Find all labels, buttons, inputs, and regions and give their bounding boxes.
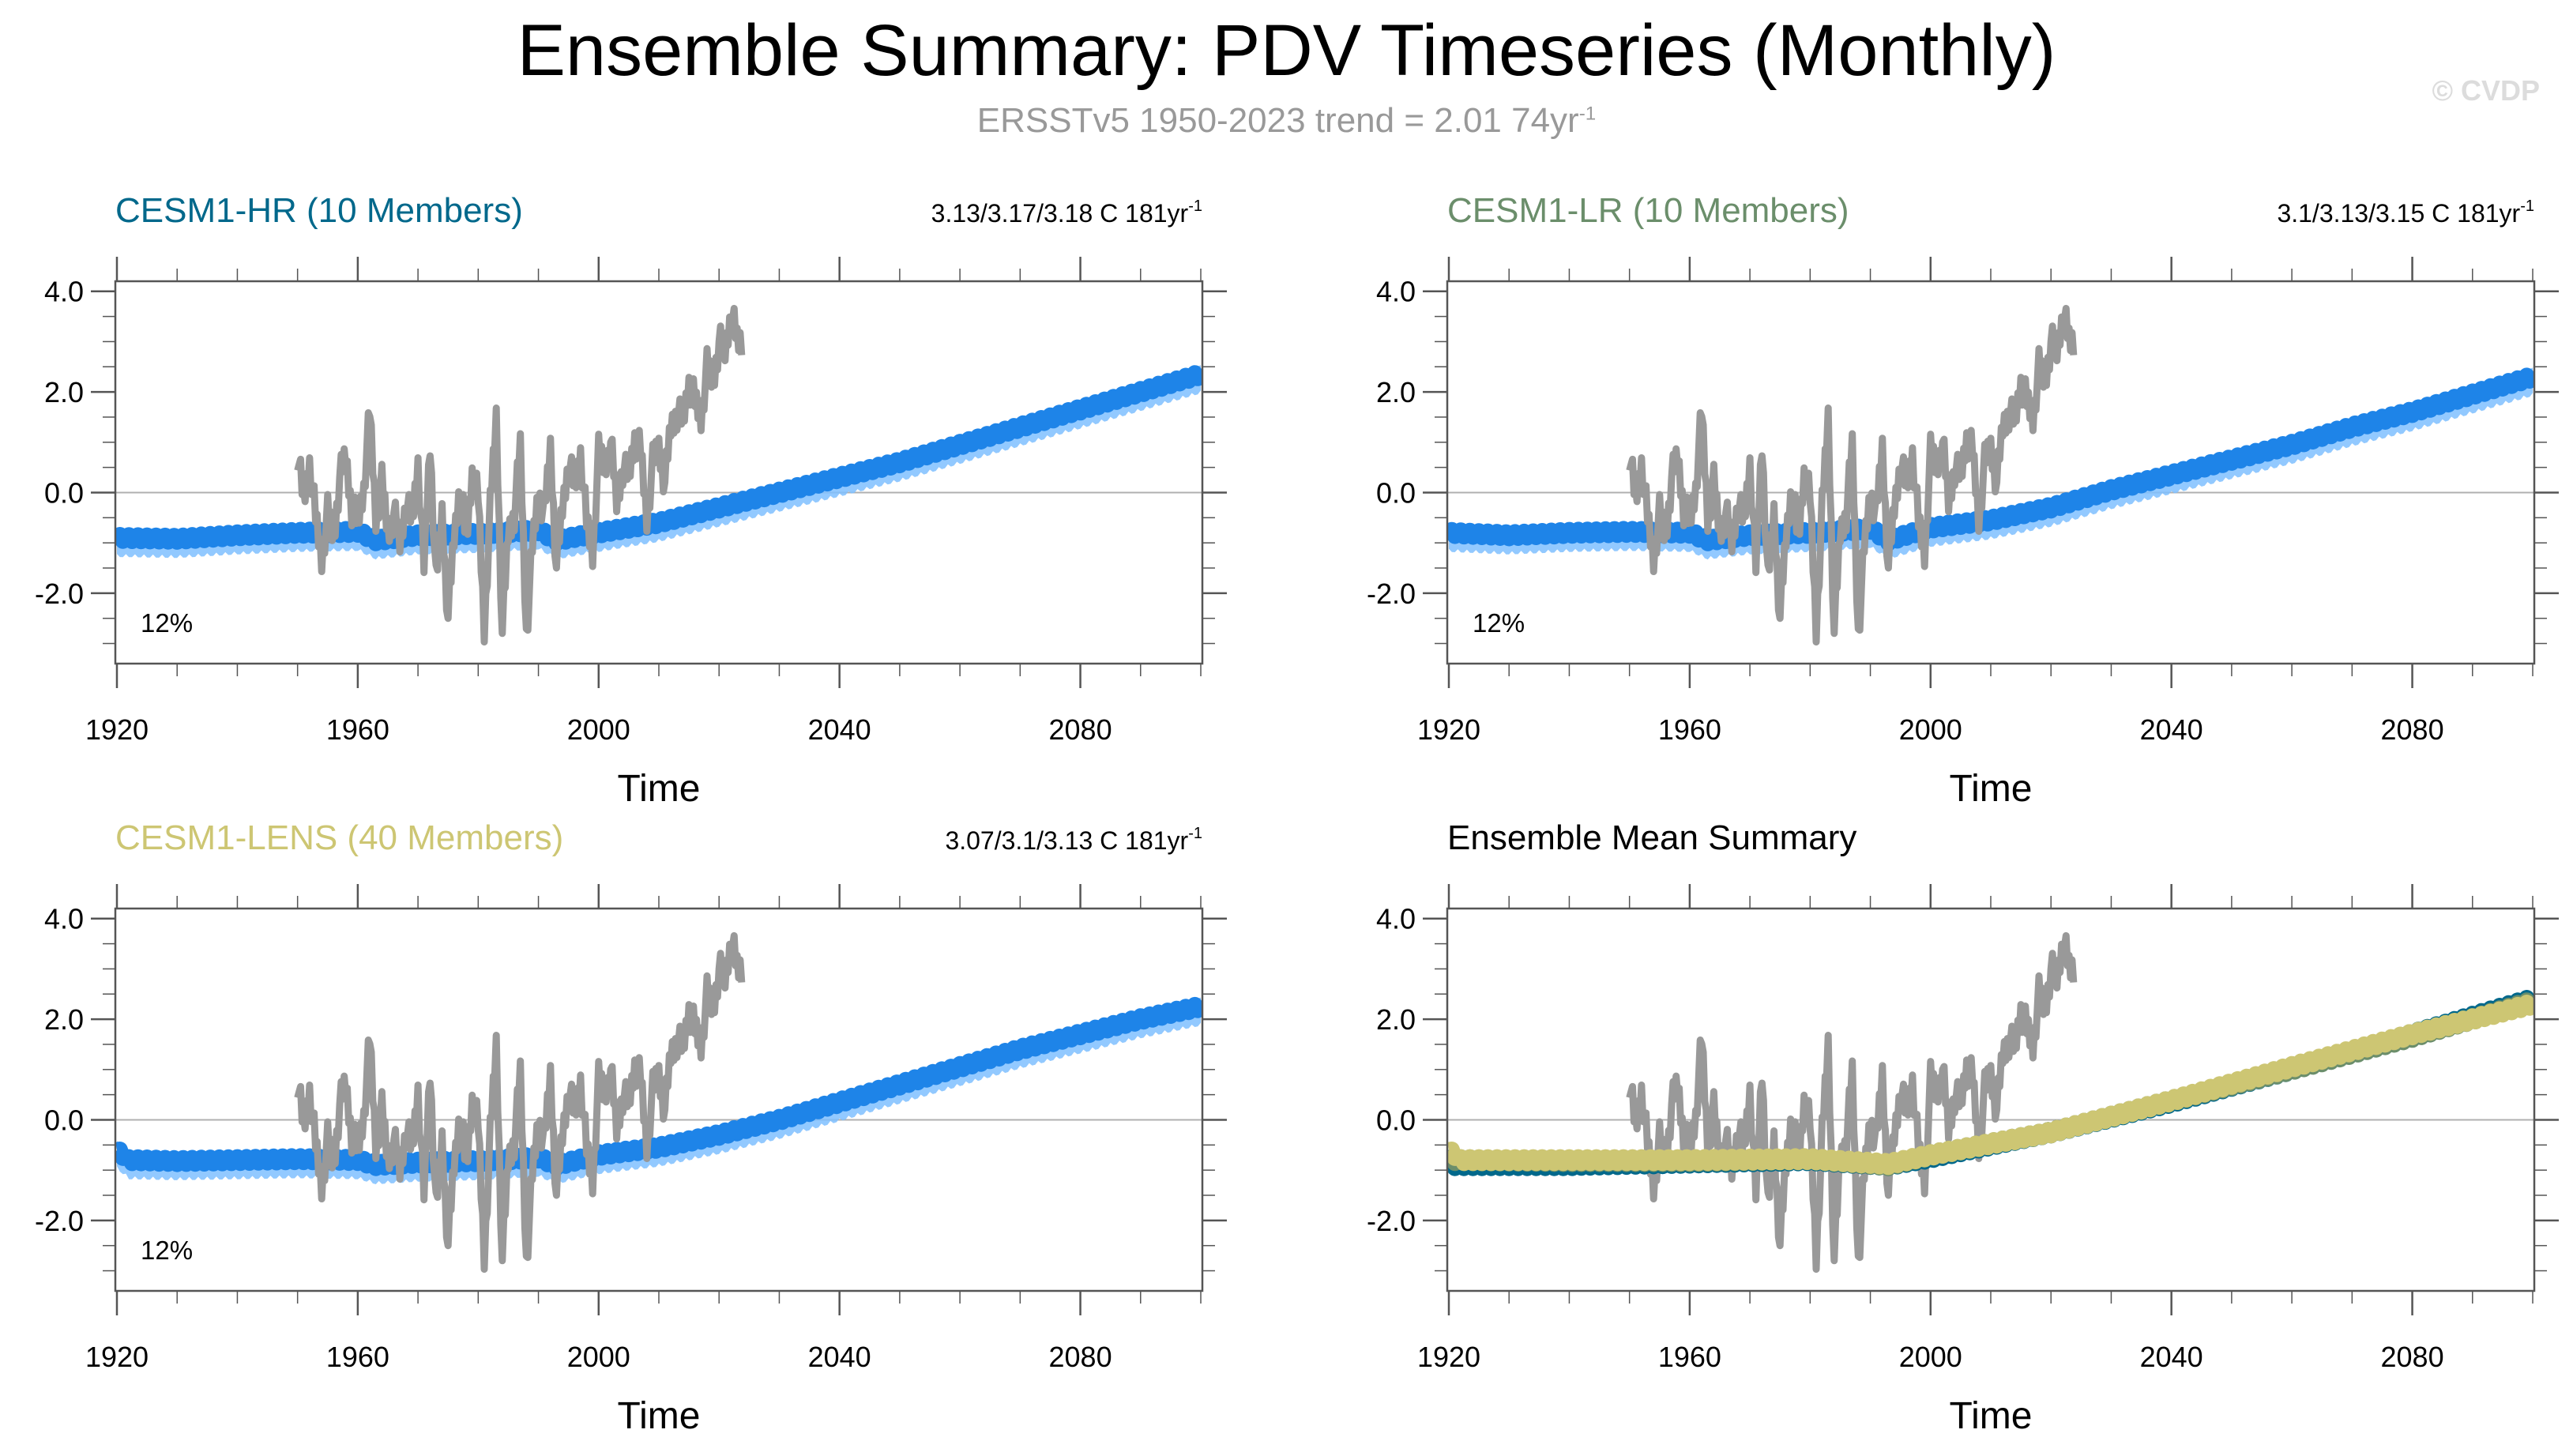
- subtitle-superscript: -1: [1578, 103, 1597, 125]
- percent-label: 12%: [141, 608, 193, 638]
- observation-line: [294, 931, 746, 1274]
- x-tick-label: 2080: [2381, 1341, 2444, 1373]
- figure-title: Ensemble Summary: PDV Timeseries (Monthl…: [517, 10, 2056, 91]
- observation-line: [1626, 931, 2078, 1274]
- series-line-cesm1-lr-ensemble-mean: [1447, 367, 2534, 551]
- x-tick-label: 2080: [1049, 713, 1112, 746]
- trend-label: 3.1/3.13/3.15 C 181yr-1: [2277, 198, 2534, 228]
- x-tick-label: 1920: [1417, 713, 1480, 746]
- x-tick-label: 1960: [1658, 1341, 1721, 1373]
- x-tick-label: 1960: [326, 713, 389, 746]
- x-tick-label: 2000: [567, 713, 630, 746]
- trend-label: 3.13/3.17/3.18 C 181yr-1: [931, 198, 1202, 228]
- x-axis-label: Time: [1950, 768, 2033, 810]
- trend-superscript: -1: [1188, 198, 1202, 215]
- observation-line: [294, 304, 746, 646]
- panel-title: CESM1-LR (10 Members): [1447, 191, 1849, 230]
- x-tick-label: 2080: [2381, 713, 2444, 746]
- y-tick-label: 2.0: [44, 1003, 84, 1036]
- y-tick-label: -2.0: [1367, 1205, 1416, 1237]
- y-tick-label: 2.0: [1376, 1003, 1416, 1036]
- series-line-cesm1-lens-ensemble-mean: [115, 996, 1202, 1176]
- subtitle-text: ERSSTv5 1950-2023 trend = 2.01 74yr: [976, 101, 1579, 140]
- x-tick-label: 2000: [567, 1341, 630, 1373]
- x-tick-label: 2040: [808, 1341, 871, 1373]
- trend-label: 3.07/3.1/3.13 C 181yr-1: [945, 825, 1202, 855]
- x-tick-label: 2000: [1899, 1341, 1962, 1373]
- x-tick-label: 2040: [2140, 713, 2203, 746]
- x-axis-label: Time: [618, 768, 701, 810]
- series-line-cesm1-lens: [1447, 995, 2534, 1176]
- y-tick-label: 0.0: [44, 476, 84, 509]
- data-layer: [1447, 931, 2534, 1274]
- observation-line: [1626, 304, 2078, 646]
- y-tick-label: -2.0: [1367, 578, 1416, 610]
- y-tick-label: 0.0: [1376, 1104, 1416, 1136]
- x-tick-label: 2040: [808, 713, 871, 746]
- panel-title: CESM1-LENS (40 Members): [115, 818, 563, 857]
- x-tick-label: 1960: [1658, 713, 1721, 746]
- x-tick-label: 1920: [85, 1341, 149, 1373]
- data-layer: [1447, 304, 2534, 646]
- y-tick-label: -2.0: [35, 578, 84, 610]
- y-tick-label: 0.0: [44, 1104, 84, 1136]
- data-layer: [115, 304, 1202, 646]
- y-tick-label: 4.0: [1376, 276, 1416, 308]
- y-tick-label: 4.0: [44, 903, 84, 935]
- trend-superscript: -1: [1188, 825, 1202, 842]
- x-axis-label: Time: [1950, 1395, 2033, 1437]
- y-tick-label: 4.0: [44, 276, 84, 308]
- data-layer: [115, 931, 1202, 1274]
- percent-label: 12%: [1473, 608, 1525, 638]
- x-tick-label: 2000: [1899, 713, 1962, 746]
- y-tick-label: 0.0: [1376, 476, 1416, 509]
- cvdp-watermark: © CVDP: [2432, 74, 2540, 107]
- figure-subtitle: ERSSTv5 1950-2023 trend = 2.01 74yr-1: [0, 101, 2573, 141]
- panel-title: CESM1-HR (10 Members): [115, 191, 523, 230]
- percent-label: 12%: [141, 1236, 193, 1265]
- x-tick-label: 1920: [85, 713, 149, 746]
- panel-bottom-right: Ensemble Mean Summary 4.0 2.0 0.0 -2.0 1920 19…: [1367, 818, 2559, 1437]
- x-tick-label: 1920: [1417, 1341, 1480, 1373]
- panel-bottom-left: CESM1-LENS (40 Members) 3.07/3.1/3.13 C 1…: [35, 818, 1227, 1437]
- trend-superscript: -1: [2520, 198, 2534, 215]
- panel-top-left: CESM1-HR (10 Members) 3.13/3.17/3.18 C 18…: [35, 191, 1227, 810]
- series-line-cesm1-hr-ensemble-mean: [115, 365, 1202, 551]
- y-tick-label: 4.0: [1376, 903, 1416, 935]
- x-tick-label: 2040: [2140, 1341, 2203, 1373]
- panel-title: Ensemble Mean Summary: [1447, 818, 1856, 857]
- y-tick-label: 2.0: [1376, 376, 1416, 408]
- x-axis-label: Time: [618, 1395, 701, 1437]
- y-tick-label: -2.0: [35, 1205, 84, 1237]
- x-tick-label: 2080: [1049, 1341, 1112, 1373]
- y-tick-label: 2.0: [44, 376, 84, 408]
- panel-top-right: CESM1-LR (10 Members) 3.1/3.13/3.15 C 181…: [1367, 191, 2559, 810]
- x-tick-label: 1960: [326, 1341, 389, 1373]
